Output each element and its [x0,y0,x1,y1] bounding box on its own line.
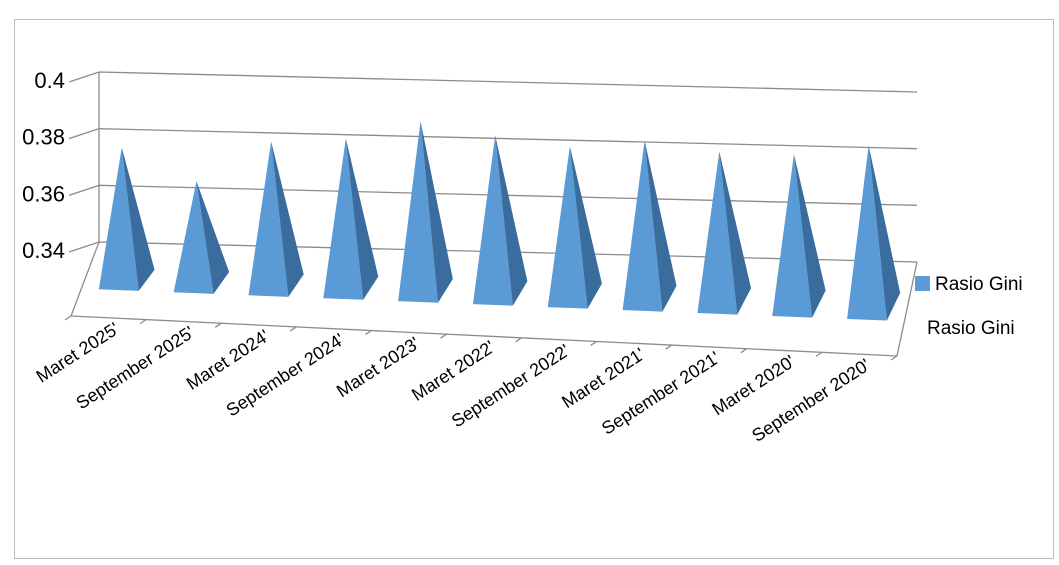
pyramid-side-face [719,151,752,315]
pyramid-front-face [772,154,813,318]
bar [547,146,602,309]
pyramid-side-face [569,146,602,309]
pyramid-side-face [271,141,304,297]
pyramid-front-face [248,141,289,297]
x-tick-mark [64,315,72,321]
pyramid-front-face [398,121,438,303]
floor-front-edge [70,315,898,357]
floor-left-edge [70,241,100,317]
y-tick-label: 0.4 [34,68,65,93]
x-tick-mark [289,326,297,332]
pyramid-side-face [868,145,901,321]
pyramid-front-face [472,135,513,306]
x-tick-mark [590,340,597,346]
legend: Rasio Gini [915,274,1023,295]
bar [697,151,752,315]
pyramid-side-face [121,147,155,291]
pyramid-side-face [196,181,230,294]
x-tick-mark [139,319,147,325]
pyramid-front-face [98,147,139,291]
pyramid-chart: 0.340.360.380.4 Maret 2025'September 202… [22,68,1023,446]
floor-right-edge [896,261,918,357]
x-tick-mark [365,330,372,336]
gridline [68,71,918,93]
legend-swatch [915,276,930,291]
bar [248,141,304,297]
pyramid-side-face [793,154,826,318]
pyramid-side-face [644,140,677,312]
x-tick-mark [515,337,522,343]
x-tick-mark [214,322,222,328]
pyramid-side-face [420,121,453,303]
bar [398,121,453,303]
bar [472,135,528,306]
pyramid-front-face [847,145,887,321]
pyramid-front-face [173,181,214,294]
pyramid-side-face [345,138,379,300]
y-tick-label: 0.36 [22,181,65,206]
pyramid-front-face [622,140,663,312]
pyramid-front-face [547,146,588,309]
x-tick-mark [440,333,447,339]
x-tick-mark [740,348,748,354]
depth-axis-label: Rasio Gini [927,318,1015,339]
x-tick-mark [815,351,823,357]
bar [847,145,901,321]
bar [622,140,677,312]
x-tick-mark [665,344,673,350]
chart-area: 0.34 0.36 0.38 0.4 Maret 2025' September 202… [14,19,1054,559]
bar [323,138,379,300]
x-tick-mark [890,355,898,361]
bar [772,154,826,318]
legend-label: Rasio Gini [935,274,1023,295]
pyramid-front-face [323,138,364,300]
pyramid-front-face [697,151,738,315]
pyramid-side-face [495,135,528,306]
bar [173,181,230,294]
y-tick-label: 0.34 [22,238,65,263]
gridline [68,128,918,150]
y-tick-label: 0.38 [22,125,65,150]
bar [98,147,155,291]
